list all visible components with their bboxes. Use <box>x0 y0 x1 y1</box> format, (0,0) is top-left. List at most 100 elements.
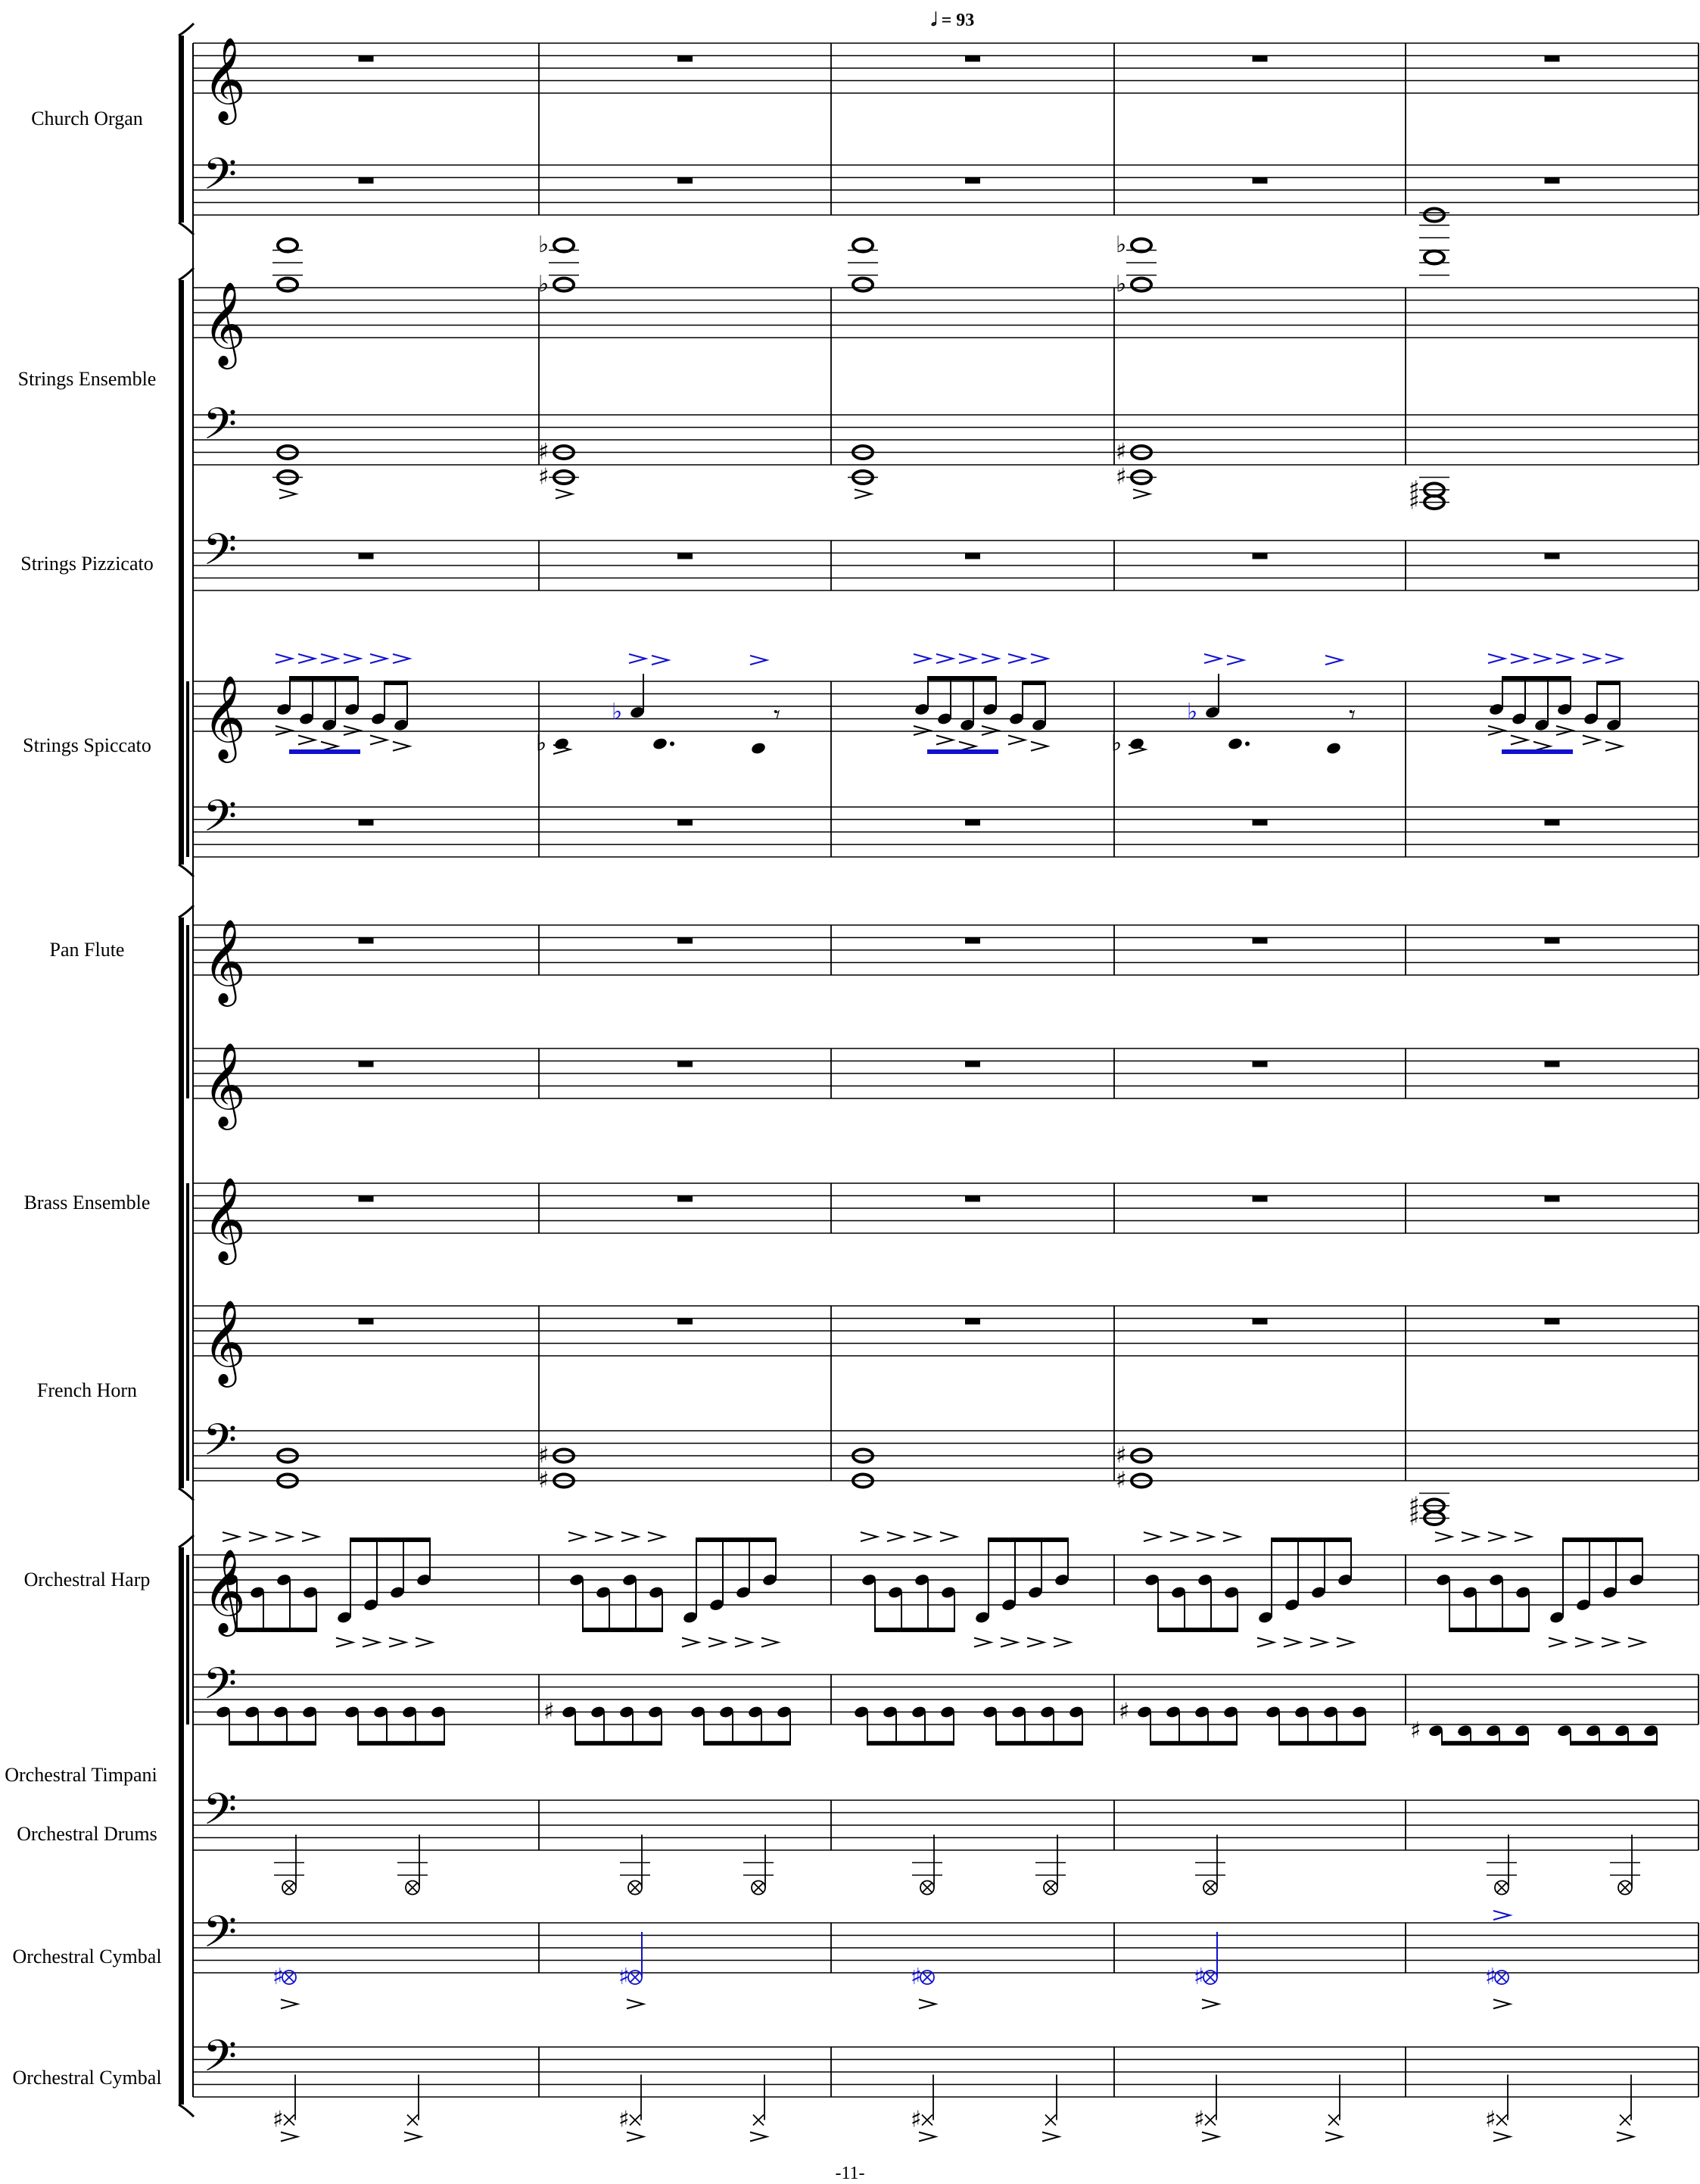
bracket-organ <box>179 36 184 223</box>
accent-mark <box>1256 1637 1277 1648</box>
instrument-label-strings-pizzicato: Strings Pizzicato <box>20 553 154 575</box>
whole-note <box>553 276 575 293</box>
whole-note <box>1423 1510 1446 1526</box>
beam <box>988 1538 1069 1542</box>
accent-mark <box>626 1999 646 2010</box>
whole-note <box>553 469 575 485</box>
note-head <box>1010 713 1023 724</box>
sharp-icon: ♯ <box>272 1964 284 1990</box>
beam <box>927 749 998 754</box>
x-notehead <box>752 2114 764 2126</box>
note-head <box>1487 1725 1500 1737</box>
sharp-icon: ♯ <box>1116 464 1127 491</box>
note-head <box>691 1706 705 1718</box>
note-head <box>1295 1706 1309 1718</box>
circle-x-notehead <box>1494 1970 1509 1985</box>
dot <box>670 741 674 746</box>
notation: ♭♭♭♭♯♯♯♯ ♯♯♯♯♯♯♯♯♭♭ 𝄾♭♭ 𝄾♯ ♯♯♯ ♯ ♯ ♯ ♯♯ ♯ ♯ ♯ ♯ <box>216 55 1658 2142</box>
whole-rest <box>677 177 693 184</box>
bracket-strings-hook-top <box>178 266 195 282</box>
note-head <box>763 1575 777 1585</box>
note-head <box>372 713 385 724</box>
accent-mark <box>1128 744 1148 755</box>
bass-clef-icon: 𝄢 <box>203 148 237 210</box>
bass-clef-icon: 𝄢 <box>203 524 237 586</box>
accent-mark <box>320 653 341 664</box>
whole-rest <box>1252 937 1268 944</box>
accent-mark <box>647 1531 668 1542</box>
note-head <box>1041 1706 1054 1718</box>
accent-mark <box>1627 1637 1648 1648</box>
accent-mark <box>1574 1637 1595 1648</box>
whole-rest <box>965 55 980 62</box>
note-head <box>1055 1575 1069 1585</box>
note-head <box>274 1706 288 1718</box>
sharp-icon: ♯ <box>911 2107 922 2133</box>
flat-icon: ♭ <box>1116 271 1126 298</box>
note-head <box>245 1706 259 1718</box>
accent-mark <box>913 1531 933 1542</box>
bracket-winds-hook-bottom <box>178 1487 195 1502</box>
accent-mark <box>280 1999 300 2010</box>
beam <box>1271 1538 1352 1542</box>
inner-bracket <box>186 925 189 1098</box>
sharp-icon: ♯ <box>618 1964 630 1990</box>
accent-mark <box>939 1531 960 1542</box>
note-head <box>216 1706 230 1718</box>
whole-rest <box>965 1195 980 1202</box>
note-head <box>1012 1706 1026 1718</box>
accent-mark <box>1203 653 1224 664</box>
sharp-icon: ♯ <box>1485 1964 1496 1990</box>
accent-mark <box>279 488 299 500</box>
note-head <box>1458 1725 1471 1737</box>
accent-mark <box>734 1637 755 1648</box>
whole-note <box>276 469 299 485</box>
whole-note <box>276 237 299 254</box>
accent-mark <box>1616 2131 1636 2142</box>
sharp-icon: ♯ <box>1116 1467 1127 1494</box>
accent-mark <box>301 1531 322 1542</box>
bass-clef-icon: 𝄢 <box>203 1784 237 1846</box>
whole-rest <box>358 1061 374 1067</box>
note-head <box>938 713 951 724</box>
accent-mark <box>973 1637 994 1648</box>
accent-mark <box>1000 1637 1020 1648</box>
note-head <box>591 1706 605 1718</box>
note-head <box>1463 1587 1477 1598</box>
beam <box>1449 1628 1530 1632</box>
flat-icon: ♭ <box>1187 699 1197 725</box>
note-head <box>1228 738 1242 749</box>
sharp-icon: ♯ <box>1409 476 1420 503</box>
note-head <box>1437 1575 1450 1585</box>
accent-mark <box>913 725 933 736</box>
beam <box>1441 1740 1529 1746</box>
note-head <box>304 1587 317 1598</box>
accent-mark <box>1487 1531 1508 1542</box>
accent-mark <box>1030 740 1051 752</box>
accent-mark <box>320 740 341 752</box>
bracket-percussion-hook-bottom <box>178 2103 195 2118</box>
accent-mark <box>297 734 318 746</box>
note-head <box>1586 1725 1600 1737</box>
accent-mark <box>1493 2131 1513 2142</box>
whole-rest <box>1544 553 1560 559</box>
instrument-label-orchestral-harp: Orchestral Harp <box>23 1569 151 1590</box>
note-head <box>303 1706 316 1718</box>
whole-rest <box>1252 55 1268 62</box>
accent-mark <box>388 1637 409 1648</box>
whole-note <box>1130 237 1153 254</box>
whole-note <box>852 1447 874 1464</box>
accent-mark <box>981 725 1001 736</box>
note-head <box>683 1612 697 1623</box>
instrument-label-orchestral-timpani: Orchestral Timpani <box>5 1764 157 1786</box>
whole-rest <box>1544 819 1560 826</box>
accent-mark <box>1226 655 1247 665</box>
page-number: -11- <box>835 2164 865 2183</box>
accent-mark <box>1555 653 1576 664</box>
circle-x-notehead <box>920 1880 935 1896</box>
whole-rest <box>358 55 374 62</box>
note-head <box>1644 1725 1658 1737</box>
note-head <box>431 1706 445 1718</box>
note-head <box>889 1587 902 1598</box>
accent-mark <box>343 725 363 736</box>
